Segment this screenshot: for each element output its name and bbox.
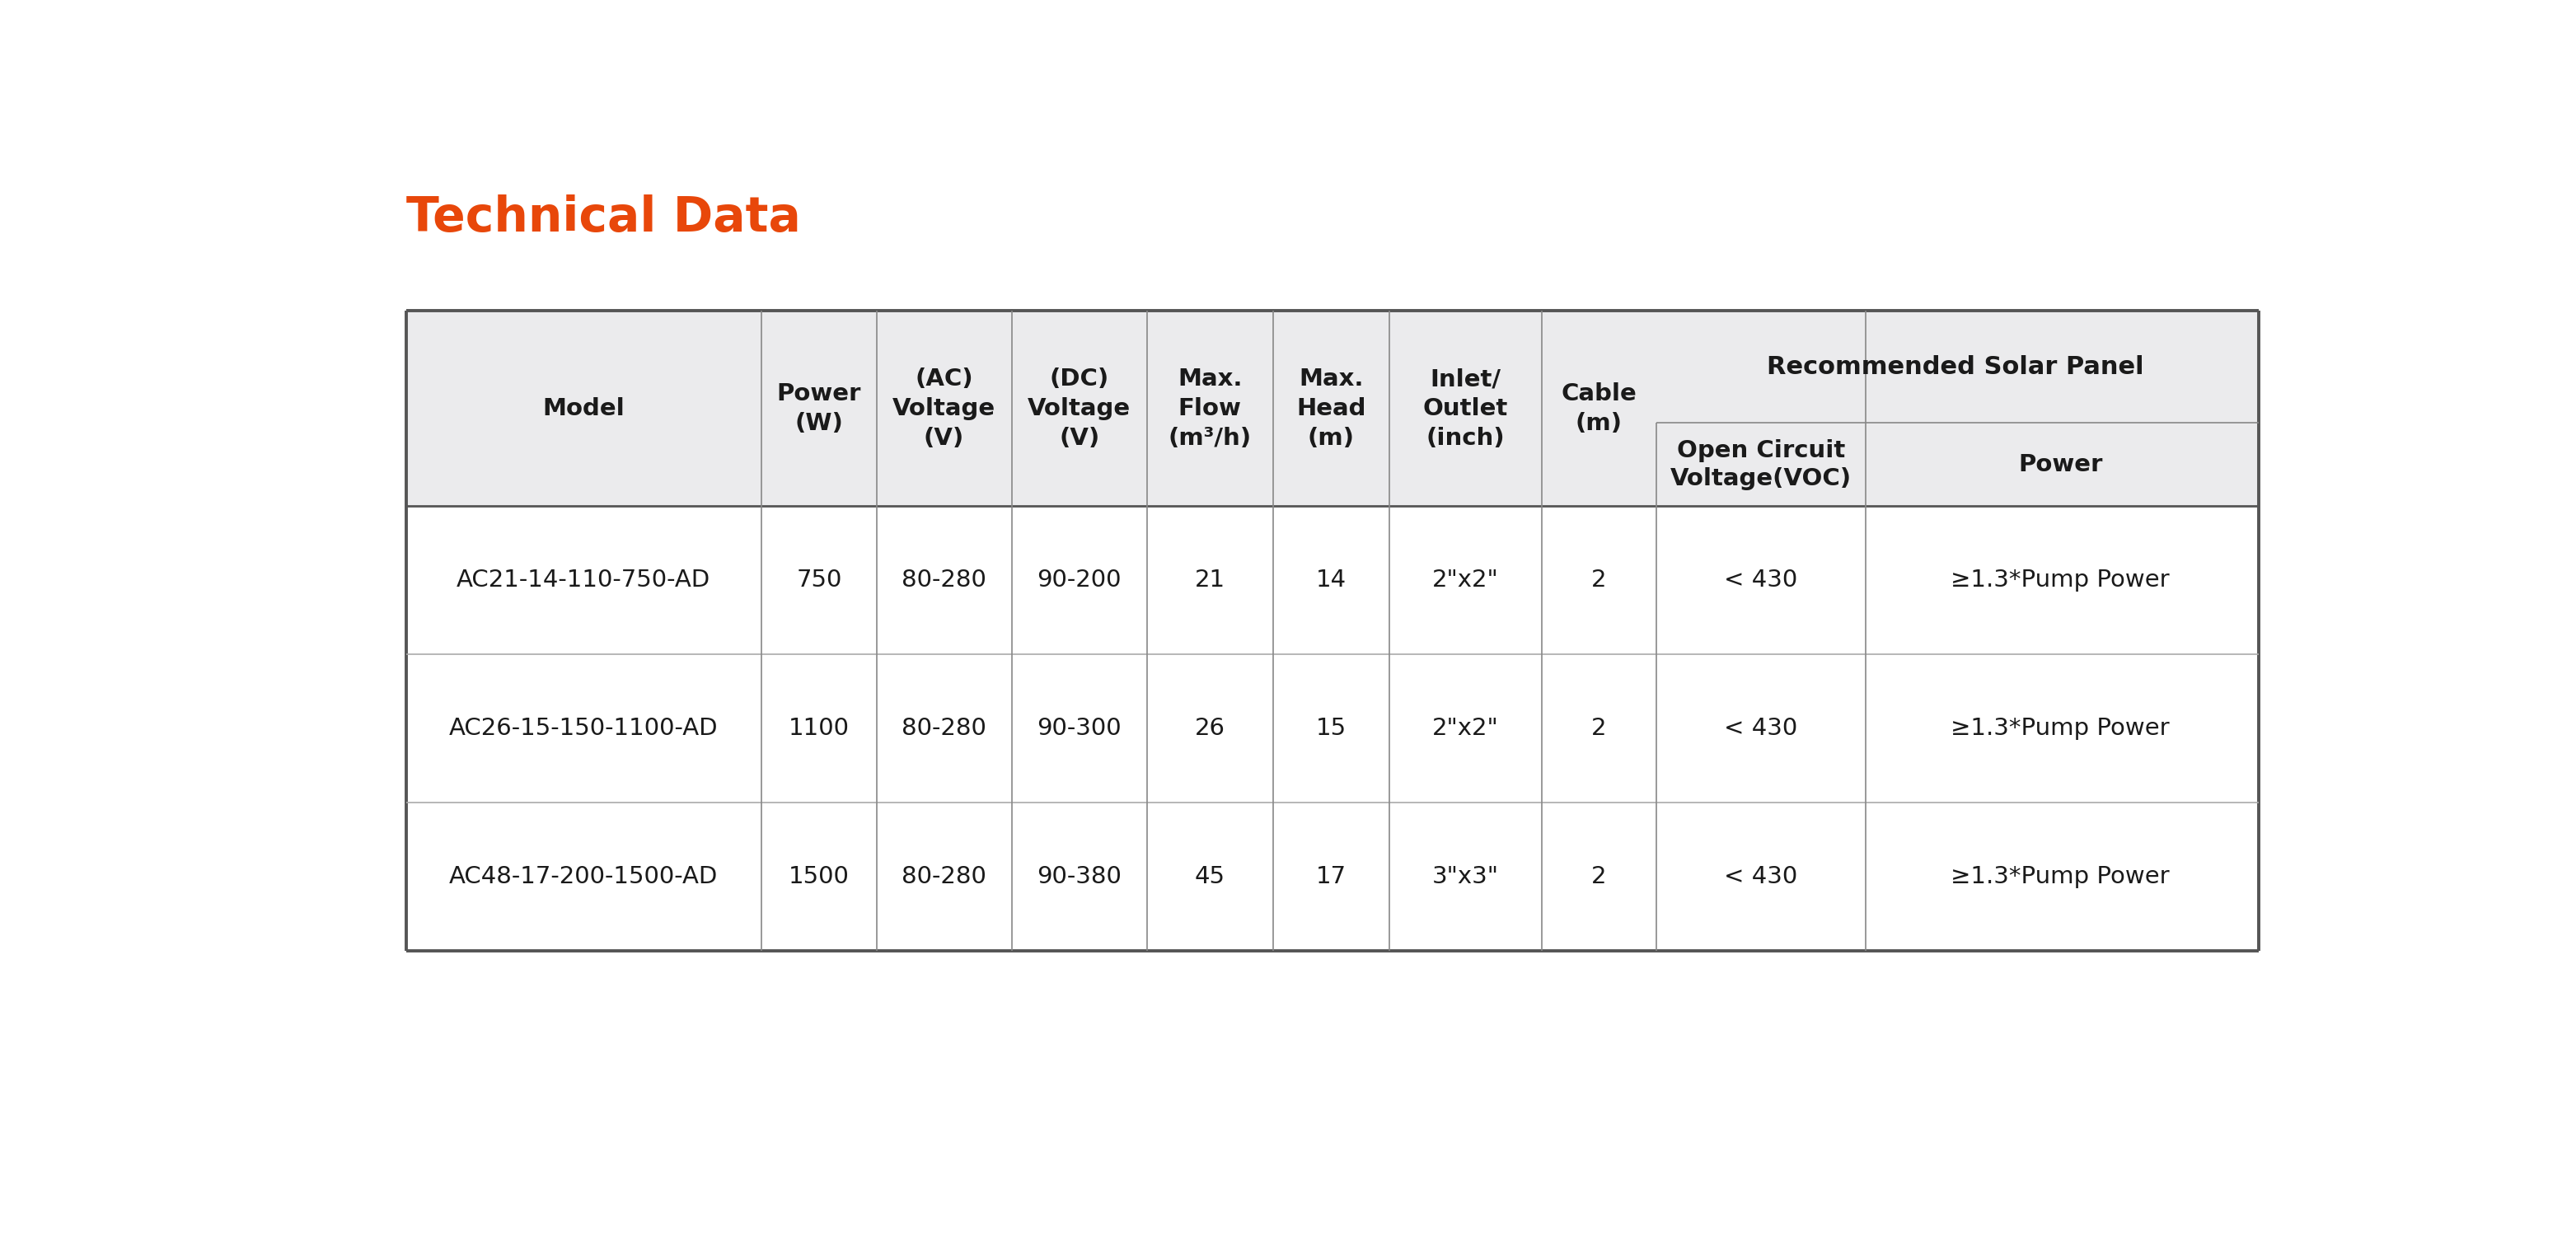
Text: 90-300: 90-300	[1038, 716, 1121, 740]
Text: 2"x2": 2"x2"	[1432, 716, 1499, 740]
Bar	[407, 803, 2259, 951]
Text: 15: 15	[1316, 716, 1347, 740]
Bar	[407, 311, 2259, 506]
Text: Model: Model	[544, 397, 626, 421]
Text: AC21-14-110-750-AD: AC21-14-110-750-AD	[456, 569, 711, 592]
Text: 2: 2	[1592, 569, 1607, 592]
Text: Max.
Flow
(m³/h): Max. Flow (m³/h)	[1170, 368, 1252, 449]
Text: Open Circuit
Voltage(VOC): Open Circuit Voltage(VOC)	[1669, 439, 1852, 491]
Text: AC48-17-200-1500-AD: AC48-17-200-1500-AD	[448, 865, 719, 889]
Text: ≥1.3*Pump Power: ≥1.3*Pump Power	[1950, 716, 2169, 740]
Text: Max.
Head
(m): Max. Head (m)	[1296, 368, 1365, 449]
Text: 90-200: 90-200	[1038, 569, 1121, 592]
Text: 750: 750	[796, 569, 842, 592]
Bar	[407, 506, 2259, 655]
Text: 1500: 1500	[788, 865, 850, 889]
Text: Inlet/
Outlet
(inch): Inlet/ Outlet (inch)	[1422, 368, 1507, 449]
Text: Cable
(m): Cable (m)	[1561, 383, 1636, 434]
Text: 80-280: 80-280	[902, 569, 987, 592]
Text: 26: 26	[1195, 716, 1226, 740]
Text: (DC)
Voltage
(V): (DC) Voltage (V)	[1028, 368, 1131, 449]
Text: 45: 45	[1195, 865, 1226, 889]
Text: Power: Power	[2017, 453, 2102, 476]
Text: (AC)
Voltage
(V): (AC) Voltage (V)	[891, 368, 994, 449]
Text: < 430: < 430	[1723, 865, 1798, 889]
Text: 2"x2": 2"x2"	[1432, 569, 1499, 592]
Text: Technical Data: Technical Data	[407, 195, 801, 242]
Text: 2: 2	[1592, 716, 1607, 740]
Text: 14: 14	[1316, 569, 1347, 592]
Text: < 430: < 430	[1723, 569, 1798, 592]
Text: 3"x3": 3"x3"	[1432, 865, 1499, 889]
Text: 80-280: 80-280	[902, 865, 987, 889]
Bar	[407, 655, 2259, 803]
Text: Power
(W): Power (W)	[778, 383, 860, 434]
Text: 17: 17	[1316, 865, 1347, 889]
Text: 21: 21	[1195, 569, 1226, 592]
Text: < 430: < 430	[1723, 716, 1798, 740]
Text: ≥1.3*Pump Power: ≥1.3*Pump Power	[1950, 569, 2169, 592]
Text: 1100: 1100	[788, 716, 850, 740]
Text: 80-280: 80-280	[902, 716, 987, 740]
Text: Recommended Solar Panel: Recommended Solar Panel	[1767, 355, 2143, 379]
Text: 90-380: 90-380	[1038, 865, 1121, 889]
Text: AC26-15-150-1100-AD: AC26-15-150-1100-AD	[448, 716, 719, 740]
Text: 2: 2	[1592, 865, 1607, 889]
Text: ≥1.3*Pump Power: ≥1.3*Pump Power	[1950, 865, 2169, 889]
